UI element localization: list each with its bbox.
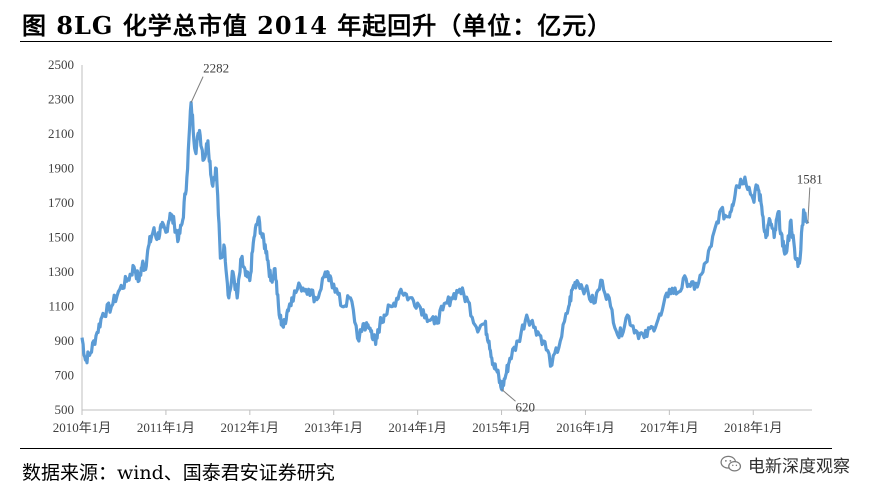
x-tick-label: 2014年1月 — [388, 420, 447, 435]
annotation-leader — [807, 187, 811, 224]
y-tick-label: 2300 — [48, 92, 74, 107]
y-tick-label: 1700 — [48, 195, 74, 210]
y-tick-label: 2500 — [48, 57, 74, 72]
x-tick-label: 2016年1月 — [556, 420, 615, 435]
source-note: 数据来源：wind、国泰君安证券研究 — [22, 462, 335, 484]
annotation-label: 2282 — [203, 61, 229, 76]
x-tick-label: 2010年1月 — [53, 420, 112, 435]
series-line — [80, 101, 810, 392]
y-tick-label: 700 — [55, 368, 75, 383]
watermark-text: 电新深度观察 — [748, 456, 850, 477]
y-tick-label: 500 — [55, 402, 75, 417]
y-tick-label: 1500 — [48, 230, 74, 245]
y-tick-label: 1300 — [48, 264, 74, 279]
title-divider — [20, 41, 832, 42]
annotation-group: 2282 620 1581 — [190, 61, 823, 414]
series-group — [80, 101, 810, 392]
x-tick-label: 2012年1月 — [221, 420, 280, 435]
x-tick-label: 2013年1月 — [304, 420, 363, 435]
x-axis: 2010年1月 2011年1月 2012年1月 2013年1月 2014年1月 2015年… — [53, 409, 812, 435]
y-tick-label: 2100 — [48, 126, 74, 141]
y-tick-label: 900 — [55, 333, 75, 348]
chart-title: 图 8LG 化学总市值 2014 年起回升（单位：亿元） — [22, 11, 613, 40]
y-tick-label: 1900 — [48, 161, 74, 176]
wechat-icon — [720, 455, 742, 472]
line-chart: 500 700 900 1100 1300 1500 1700 1900 2100 2300 250… — [48, 57, 823, 435]
x-tick-label: 2017年1月 — [640, 420, 699, 435]
footer-divider — [20, 448, 832, 449]
y-tick-label: 1100 — [48, 299, 74, 314]
annotation-label: 620 — [516, 399, 536, 414]
annotation-leader — [501, 388, 516, 402]
x-tick-label: 2011年1月 — [137, 420, 195, 435]
annotation-label: 1581 — [797, 172, 823, 187]
x-tick-label: 2015年1月 — [472, 420, 531, 435]
x-tick-label: 2018年1月 — [724, 420, 783, 435]
y-axis: 500 700 900 1100 1300 1500 1700 1900 2100 2300 250… — [48, 57, 83, 417]
watermark: 电新深度观察 — [716, 452, 854, 477]
annotation-leader — [190, 76, 204, 103]
